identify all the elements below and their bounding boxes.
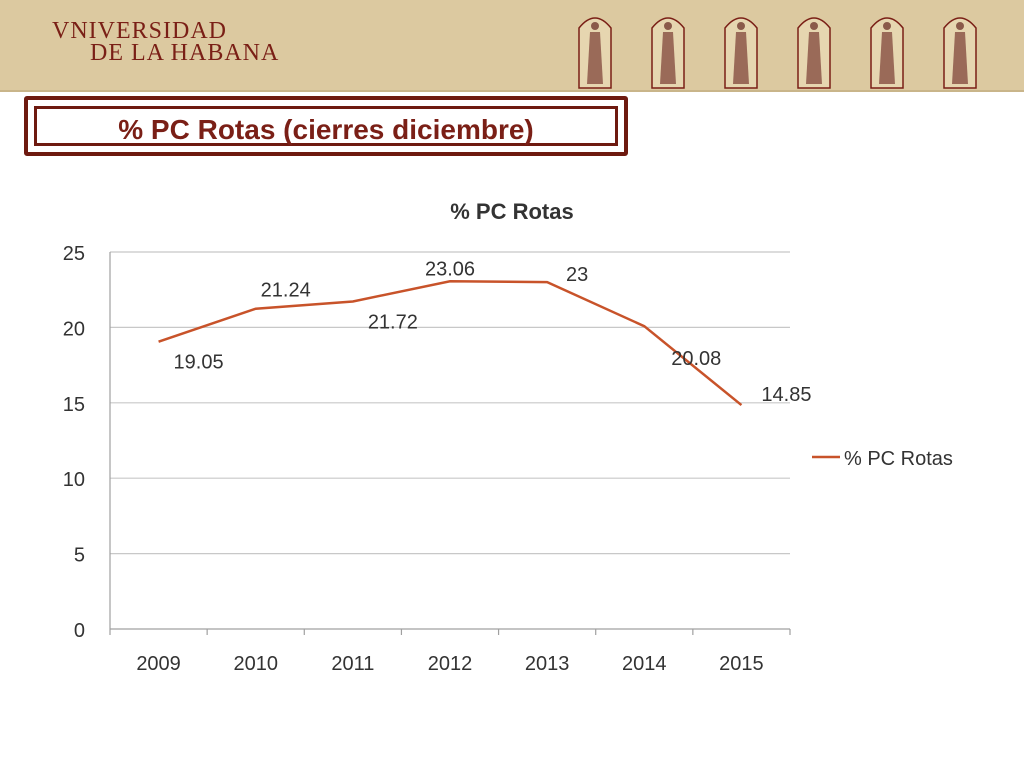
- y-tick-label: 15: [63, 394, 85, 416]
- x-tick-label: 2013: [525, 653, 570, 675]
- y-tick-label: 20: [63, 318, 85, 340]
- x-tick-label: 2014: [622, 653, 667, 675]
- data-label: 19.05: [174, 352, 224, 374]
- x-tick-label: 2015: [719, 653, 764, 675]
- muse-figure: [797, 17, 831, 89]
- logo-line-2: DE LA HABANA: [90, 40, 280, 66]
- muse-figure: [724, 17, 758, 89]
- muse-figure: [578, 17, 612, 89]
- slide-title-box: % PC Rotas (cierres diciembre): [24, 96, 628, 156]
- x-tick-label: 2011: [331, 653, 374, 675]
- x-tick-label: 2012: [428, 653, 473, 675]
- muse-figure: [870, 17, 904, 89]
- y-tick-label: 25: [63, 243, 85, 265]
- data-label: 23.06: [425, 258, 475, 280]
- university-logo: VNIVERSIDAD DE LA HABANA: [52, 18, 280, 66]
- header-banner: VNIVERSIDAD DE LA HABANA: [0, 0, 1024, 92]
- chart-title: % PC Rotas: [450, 199, 573, 224]
- muse-figure: [943, 17, 977, 89]
- y-tick-label: 10: [63, 469, 85, 491]
- slide-title-frame: [34, 106, 618, 146]
- y-tick-label: 0: [74, 620, 85, 642]
- data-label: 21.24: [261, 280, 311, 302]
- data-label: 20.08: [671, 348, 721, 370]
- series-line-pc-rotas: [158, 280, 743, 407]
- data-label: 23: [566, 264, 588, 286]
- muse-figures-decoration: [578, 17, 977, 89]
- data-label: 14.85: [761, 384, 811, 406]
- legend-label: % PC Rotas: [844, 448, 953, 470]
- x-tick-label: 2010: [233, 653, 278, 675]
- y-tick-label: 5: [74, 545, 85, 567]
- x-tick-label: 2009: [136, 653, 181, 675]
- slide-title: % PC Rotas (cierres diciembre): [118, 114, 534, 145]
- muse-figure: [651, 17, 685, 89]
- logo-line-1: VNIVERSIDAD: [52, 18, 227, 44]
- data-label: 21.72: [368, 311, 418, 333]
